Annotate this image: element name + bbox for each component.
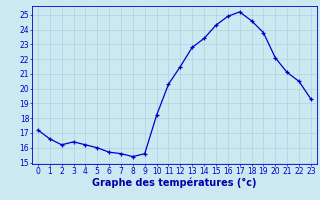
X-axis label: Graphe des températures (°c): Graphe des températures (°c) (92, 177, 257, 188)
